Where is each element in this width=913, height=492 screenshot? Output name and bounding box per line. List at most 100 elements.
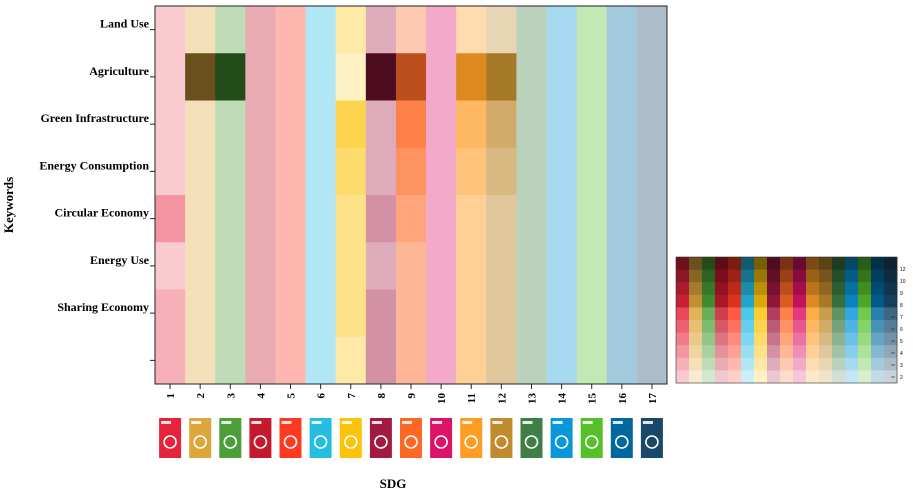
heatmap-cell [245,195,276,243]
heatmap-cell [395,100,427,149]
color-legend: 12 10 9 8 7 6 5 4 3 2 [675,256,906,384]
sdg-goal-icon [490,418,513,458]
heatmap-cell [215,195,246,243]
legend-swatch [676,370,690,384]
sdg-goal-icon [249,418,272,458]
legend-swatch [728,307,742,321]
x-tick-label: 11 [466,393,478,403]
heatmap-cell [245,336,276,385]
heatmap-cell [546,147,578,196]
y-tick-label: Energy Use [90,253,150,267]
x-tick-label: 16 [617,393,629,405]
legend-swatch [754,307,768,321]
heatmap-cell [426,242,457,290]
heatmap-cell [365,100,397,149]
sdg-goal-icon [339,418,362,458]
heatmap-cell [215,53,246,101]
heatmap-cell [365,336,397,385]
legend-swatch [728,257,742,270]
legend-swatch [715,320,729,333]
legend-swatch [806,370,820,384]
heatmap-cell [516,100,548,149]
legend-swatch [715,282,729,296]
legend-swatch [689,269,703,283]
heatmap-cell [516,147,548,196]
legend-swatch [871,257,885,270]
heatmap-cell [486,195,517,243]
heatmap-cell [486,53,517,101]
legend-swatch [728,320,742,333]
heatmap-cell [606,336,638,385]
legend-swatch [702,282,716,296]
legend-swatch [871,294,885,308]
legend-tick-label: 6 [900,327,903,333]
legend-swatch [780,294,794,308]
legend-swatch [780,282,794,296]
legend-swatch [689,332,703,346]
heatmap-cell [215,289,246,338]
heatmap-cell [275,242,307,290]
heatmap-cell [576,289,608,338]
heatmap-cell [576,6,608,54]
heatmap-cell [456,6,487,54]
heatmap-cell [395,336,427,385]
heatmap-cell [456,100,487,149]
legend-swatch [689,357,703,371]
legend-swatch [845,370,859,384]
legend-swatch [741,257,755,270]
legend-swatch [832,294,846,308]
sdg-goal-icon [550,418,573,458]
legend-swatch [754,357,768,371]
legend-tick-label: 10 [900,279,906,285]
sdg-goal-icon [610,418,633,458]
legend-swatch [780,370,794,384]
heatmap-cell [486,242,517,290]
legend-swatch [819,357,833,371]
legend-swatch [767,357,781,371]
legend-swatch [871,320,885,333]
x-tick-label: 6 [316,393,328,399]
legend-swatch [676,294,690,308]
heatmap-cell [335,195,367,243]
legend-swatch [702,294,716,308]
legend-swatch [858,257,872,270]
legend-swatch [728,332,742,346]
legend-swatch [793,294,807,308]
legend-swatch [676,332,690,346]
legend-swatch [715,332,729,346]
legend-swatch [754,294,768,308]
heatmap-cell [155,6,186,54]
heatmap-cell [395,289,427,338]
legend-swatch [741,370,755,384]
sdg-goal-icon [159,418,182,458]
legend-swatch [884,282,898,296]
x-tick-label: 5 [286,393,298,399]
heatmap-cell [395,6,427,54]
legend-swatch [884,345,898,359]
legend-swatch [689,282,703,296]
x-tick-label: 9 [406,393,418,399]
legend-swatch [819,332,833,346]
x-tick-label: 14 [557,393,569,405]
heatmap-cell [185,195,216,243]
legend-swatch [741,345,755,359]
heatmap-cell [546,242,578,290]
legend-swatch [806,282,820,296]
legend-swatch [767,269,781,283]
heatmap-cell [245,53,276,101]
heatmap-cell [365,53,397,101]
legend-swatch [689,294,703,308]
heatmap-cell [546,100,578,149]
heatmap-cell [606,242,638,290]
heatmap-cell [516,195,548,243]
heatmap-cell [365,289,397,338]
heatmap-cell [546,336,578,385]
legend-swatch [858,282,872,296]
legend-swatch [754,257,768,270]
x-tick-label: 2 [195,393,207,399]
x-tick-label: 17 [647,393,659,405]
heatmap-cell [426,336,457,385]
heatmap-cell [155,100,186,149]
legend-swatch [676,282,690,296]
legend-swatch [806,357,820,371]
